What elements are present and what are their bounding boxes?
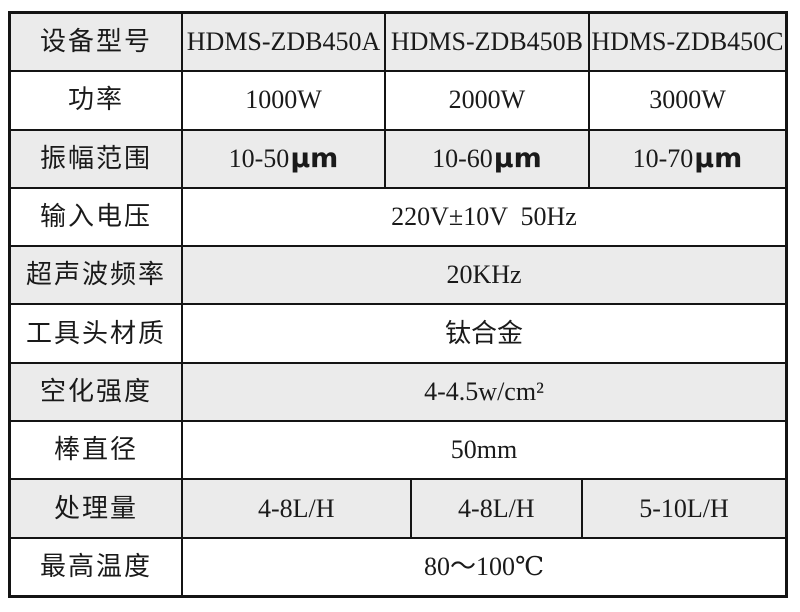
amplitude-b-value: 10-60 bbox=[432, 143, 493, 173]
amplitude-a-value: 10-50 bbox=[228, 143, 290, 173]
model-c-cell: HDMS-ZDB450C bbox=[587, 14, 785, 71]
amplitude-c-value: 10-70 bbox=[632, 143, 694, 173]
amplitude-a-cell: 10-50 μm bbox=[181, 130, 384, 187]
power-a-cell: 1000W bbox=[181, 72, 384, 129]
frequency-value-cell: 20KHz bbox=[181, 247, 785, 304]
table-row-model: 设备型号 HDMS-ZDB450A HDMS-ZDB450B HDMS-ZDB4… bbox=[11, 14, 785, 71]
table-row-throughput: 处理量 4-8L/H 4-8L/H 5-10L/H bbox=[11, 478, 785, 537]
amplitude-c-cell: 10-70 μm bbox=[587, 130, 785, 187]
row-label-amplitude: 振幅范围 bbox=[39, 143, 152, 173]
row-label-model: 设备型号 bbox=[39, 27, 152, 57]
row-label-max-temperature: 最高温度 bbox=[39, 551, 152, 581]
row-label-tool-material: 工具头材质 bbox=[25, 318, 166, 348]
micron-unit: μm bbox=[290, 143, 339, 175]
model-b-cell: HDMS-ZDB450B bbox=[383, 14, 588, 71]
table-row-frequency: 超声波频率 20KHz bbox=[11, 245, 785, 304]
table-row-amplitude: 振幅范围 10-50 μm 10-60 μm 10-70 μm bbox=[11, 128, 785, 187]
table-row-max-temperature: 最高温度 80～100℃ bbox=[11, 536, 785, 595]
row-label-power: 功率 bbox=[67, 85, 124, 115]
throughput-a-cell: 4-8L/H bbox=[181, 480, 410, 537]
voltage-value-cell: 220V±10V 50Hz bbox=[181, 188, 785, 246]
table-row-voltage: 输入电压 220V±10V 50Hz bbox=[11, 186, 785, 246]
table-row-tool-material: 工具头材质 钛合金 bbox=[11, 303, 785, 362]
row-label-rod-diameter: 棒直径 bbox=[53, 435, 138, 465]
row-label-cavitation: 空化强度 bbox=[39, 376, 152, 406]
micron-unit: μm bbox=[694, 143, 743, 175]
row-label-throughput: 处理量 bbox=[53, 493, 138, 523]
tool-material-value-cell: 钛合金 bbox=[181, 305, 785, 362]
cavitation-value-cell: 4-4.5w/cm² bbox=[181, 363, 785, 421]
max-temperature-value-cell: 80～100℃ bbox=[181, 538, 785, 595]
table-row-cavitation: 空化强度 4-4.5w/cm² bbox=[11, 361, 785, 421]
rod-diameter-value-cell: 50mm bbox=[181, 422, 785, 479]
power-b-cell: 2000W bbox=[383, 72, 588, 129]
table-row-rod-diameter: 棒直径 50mm bbox=[11, 420, 785, 479]
throughput-c-cell: 5-10L/H bbox=[581, 480, 785, 537]
row-label-voltage: 输入电压 bbox=[39, 202, 152, 232]
micron-unit: μm bbox=[493, 143, 542, 175]
amplitude-b-cell: 10-60 μm bbox=[383, 130, 588, 187]
power-c-cell: 3000W bbox=[587, 72, 785, 129]
row-label-frequency: 超声波频率 bbox=[25, 260, 166, 290]
model-a-cell: HDMS-ZDB450A bbox=[181, 14, 384, 71]
throughput-b-cell: 4-8L/H bbox=[409, 480, 581, 537]
table-row-power: 功率 1000W 2000W 3000W bbox=[11, 70, 785, 129]
spec-table: 设备型号 HDMS-ZDB450A HDMS-ZDB450B HDMS-ZDB4… bbox=[8, 11, 788, 598]
